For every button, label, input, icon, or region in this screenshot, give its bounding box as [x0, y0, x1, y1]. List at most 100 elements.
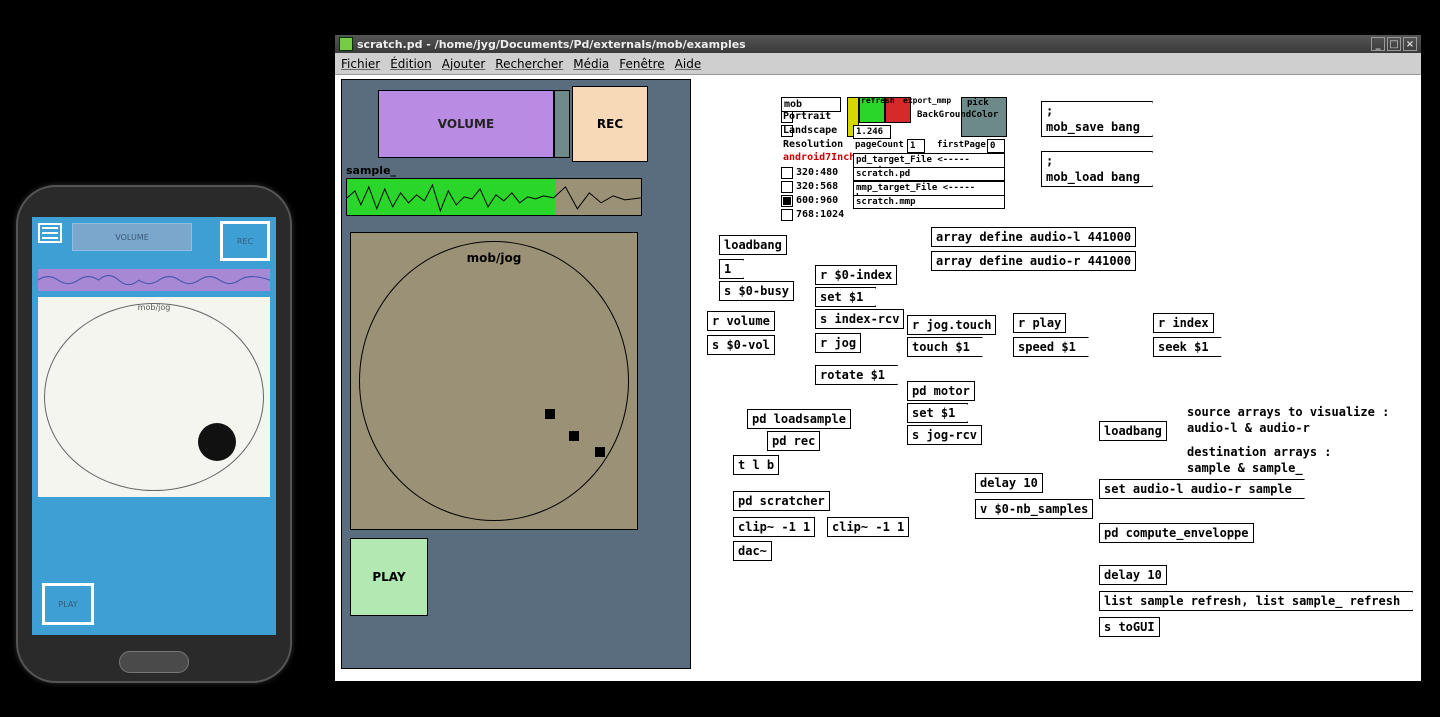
mob-save-msg[interactable]: ; mob_save bang [1041, 101, 1153, 137]
device-label: android7Inch [781, 151, 857, 164]
one-msg[interactable]: 1 [719, 259, 744, 279]
sjogrcv-obj[interactable]: s jog-rcv [907, 425, 982, 445]
titlebar[interactable]: scratch.pd - /home/jyg/Documents/Pd/exte… [335, 35, 1421, 53]
phone-screen: VOLUME REC mob/jog PLAY [32, 217, 276, 635]
rjog-obj[interactable]: r jog [815, 333, 861, 353]
bgcolor-label: BackGroundColor [915, 109, 1000, 121]
phone-home-button[interactable] [119, 651, 189, 673]
zoom-value[interactable]: 1.246 [853, 125, 891, 139]
menu-item[interactable]: Rechercher [495, 57, 563, 71]
jog-marker [545, 409, 555, 419]
pd-canvas[interactable]: VOLUME REC sample_ mob/jog PLAY mob [335, 75, 1421, 681]
firstpage-label: firstPage [935, 139, 988, 151]
jog-marker [595, 447, 605, 457]
resolution-label: Resolution [781, 138, 845, 151]
seek1-msg[interactable]: seek $1 [1153, 337, 1222, 357]
res-toggle[interactable] [781, 167, 793, 179]
rotate1-msg[interactable]: rotate $1 [815, 365, 898, 385]
res-option[interactable]: 320:480 [794, 166, 840, 179]
mmp-target-value: scratch.mmp [853, 195, 1005, 209]
window-title: scratch.pd - /home/jyg/Documents/Pd/exte… [357, 38, 746, 51]
delay10b-obj[interactable]: delay 10 [1099, 565, 1167, 585]
landscape-label: Landscape [781, 124, 839, 137]
set1a-msg[interactable]: set $1 [815, 287, 876, 307]
volume-separator [554, 90, 570, 158]
s0busy-obj[interactable]: s $0-busy [719, 281, 794, 301]
menu-item[interactable]: Fichier [341, 57, 380, 71]
menu-item[interactable]: Ajouter [442, 57, 486, 71]
refresh-label: refresh [859, 95, 897, 106]
s0vol-obj[interactable]: s $0-vol [707, 335, 775, 355]
maximize-button[interactable]: □ [1387, 37, 1401, 51]
jog-panel[interactable]: mob/jog [350, 232, 638, 530]
array-define-l[interactable]: array define audio-l 441000 [931, 227, 1136, 247]
res-option[interactable]: 320:568 [794, 180, 840, 193]
menu-item[interactable]: Fenêtre [619, 57, 664, 71]
phone-mockup: VOLUME REC mob/jog PLAY [16, 185, 292, 683]
clip2-obj[interactable]: clip~ -1 1 [827, 517, 909, 537]
export-mmp-label: export_mmp [901, 95, 953, 106]
setaudio-msg[interactable]: set audio-l audio-r sample [1099, 479, 1305, 499]
phone-play-button[interactable]: PLAY [42, 583, 94, 625]
cmt-source: source arrays to visualize : audio-l & a… [1185, 403, 1391, 437]
phone-jog-dot [198, 423, 236, 461]
pagecount-label: pageCount [853, 139, 906, 151]
listsample-msg[interactable]: list sample refresh, list sample_ refres… [1099, 591, 1413, 611]
res-toggle[interactable] [781, 181, 793, 193]
sindexrcv-obj[interactable]: s index-rcv [815, 309, 904, 329]
volume-button[interactable]: VOLUME [378, 90, 554, 158]
clip1-obj[interactable]: clip~ -1 1 [733, 517, 815, 537]
menu-item[interactable]: Média [573, 57, 609, 71]
firstpage-value[interactable]: 0 [987, 139, 1005, 153]
jog-marker [569, 431, 579, 441]
loadbang2-obj[interactable]: loadbang [1099, 421, 1167, 441]
phone-waveform [38, 269, 270, 291]
pdmotor-obj[interactable]: pd motor [907, 381, 975, 401]
phone-jog-panel[interactable]: mob/jog [38, 297, 270, 497]
touch1-msg[interactable]: touch $1 [907, 337, 983, 357]
jog-label: mob/jog [467, 251, 522, 265]
close-button[interactable]: × [1403, 37, 1417, 51]
menubar[interactable]: Fichier Édition Ajouter Rechercher Média… [335, 53, 1421, 75]
loadbang-obj[interactable]: loadbang [719, 235, 787, 255]
r0index-obj[interactable]: r $0-index [815, 265, 897, 285]
pick-label: pick [965, 97, 991, 109]
pdscratcher-obj[interactable]: pd scratcher [733, 491, 830, 511]
rvolume-obj[interactable]: r volume [707, 311, 775, 331]
array-define-r[interactable]: array define audio-r 441000 [931, 251, 1136, 271]
gui-panel: VOLUME REC sample_ mob/jog PLAY [341, 79, 691, 669]
cmt-dest: destination arrays : sample & sample_ [1185, 443, 1334, 477]
sample-waveform[interactable] [346, 178, 642, 216]
rjogtouch-obj[interactable]: r jog.touch [907, 315, 996, 335]
rec-button[interactable]: REC [572, 86, 648, 162]
rindex-obj[interactable]: r index [1153, 313, 1214, 333]
set1b-msg[interactable]: set $1 [907, 403, 968, 423]
stogui-obj[interactable]: s toGUI [1099, 617, 1160, 637]
mob-load-msg[interactable]: ; mob_load bang [1041, 151, 1153, 187]
delay10a-obj[interactable]: delay 10 [975, 473, 1043, 493]
speed1-msg[interactable]: speed $1 [1013, 337, 1089, 357]
pdrec-obj[interactable]: pd rec [767, 431, 820, 451]
pdloadsample-obj[interactable]: pd loadsample [747, 409, 851, 429]
rplay-obj[interactable]: r play [1013, 313, 1066, 333]
res-option[interactable]: 768:1024 [794, 208, 846, 221]
hamburger-icon[interactable] [38, 223, 62, 243]
dac-obj[interactable]: dac~ [733, 541, 772, 561]
export-panel: mob Portrait Landscape Resolution androi… [781, 97, 1009, 225]
phone-volume-button[interactable]: VOLUME [72, 223, 192, 251]
res-option[interactable]: 600:960 [794, 194, 840, 207]
pdcompute-obj[interactable]: pd compute_enveloppe [1099, 523, 1254, 543]
minimize-button[interactable]: _ [1371, 37, 1385, 51]
phone-rec-button[interactable]: REC [220, 221, 270, 261]
phone-jog-label: mob/jog [138, 303, 171, 312]
pd-target-value: scratch.pd [853, 167, 1005, 181]
res-toggle[interactable] [781, 195, 793, 207]
play-button[interactable]: PLAY [350, 538, 428, 616]
pagecount-value[interactable]: 1 [907, 139, 925, 153]
res-toggle[interactable] [781, 209, 793, 221]
v0nb-obj[interactable]: v $0-nb_samples [975, 499, 1093, 519]
menu-item[interactable]: Aide [675, 57, 702, 71]
menu-item[interactable]: Édition [390, 57, 432, 71]
tlb-obj[interactable]: t l b [733, 455, 779, 475]
sample-label: sample_ [346, 164, 396, 177]
